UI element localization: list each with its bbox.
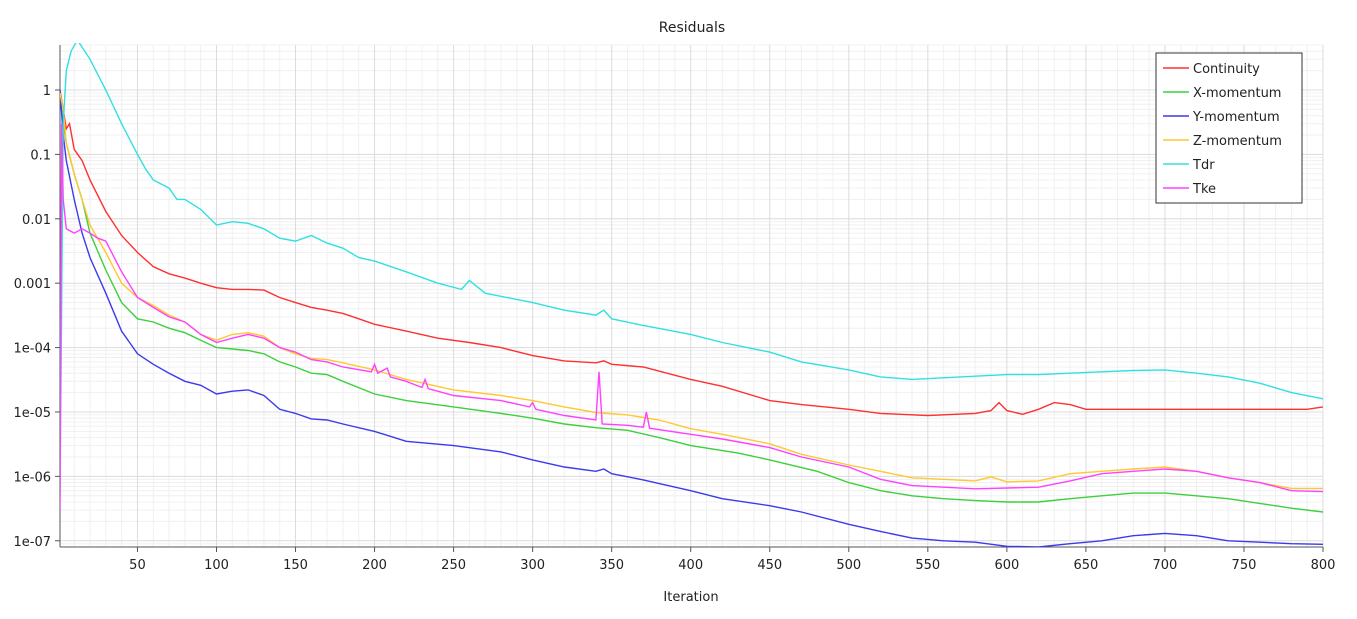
grid-layer <box>60 44 1324 548</box>
x-axis-label: Iteration <box>663 590 718 605</box>
x-tick-label: 300 <box>520 558 545 573</box>
y-tick-label: 1 <box>43 84 51 99</box>
x-tick-label: 600 <box>994 558 1019 573</box>
x-tick-label: 500 <box>836 558 861 573</box>
series-layer <box>60 43 1323 547</box>
x-tick-label: 400 <box>678 558 703 573</box>
x-tick-label: 100 <box>204 558 229 573</box>
legend: Continuity X-momentum Y-momentum Z-momentum… <box>1155 52 1303 204</box>
y-tick-label: 1e-04 <box>13 342 51 357</box>
y-tick-label: 0.01 <box>22 213 51 228</box>
series-line-tdr <box>60 43 1323 496</box>
x-tick-label: 550 <box>915 558 940 573</box>
legend-label-z-momentum: Z-momentum <box>1193 134 1282 149</box>
chart-title: Residuals <box>659 20 725 36</box>
series-line-continuity <box>60 89 1323 417</box>
y-tick-label: 0.1 <box>30 148 51 163</box>
series-line-z-momentum <box>60 92 1323 490</box>
x-tick-label: 150 <box>283 558 308 573</box>
x-tick-label: 200 <box>362 558 387 573</box>
y-tick-label: 1e-07 <box>13 535 51 550</box>
x-tick-label: 800 <box>1311 558 1336 573</box>
legend-label-tke: Tke <box>1192 182 1216 197</box>
series-line-tke <box>60 123 1323 511</box>
y-tick-label: 0.001 <box>14 277 51 292</box>
x-tick-label: 250 <box>441 558 466 573</box>
y-tick-label: 1e-05 <box>13 406 51 421</box>
legend-label-y-momentum: Y-momentum <box>1192 110 1280 125</box>
y-tick-label: 1e-06 <box>13 470 51 485</box>
x-tick-label: 750 <box>1232 558 1257 573</box>
x-tick-label: 50 <box>129 558 146 573</box>
legend-label-tdr: Tdr <box>1192 158 1215 173</box>
x-tick-label: 650 <box>1073 558 1098 573</box>
series-line-y-momentum <box>60 89 1323 547</box>
legend-box <box>1155 52 1303 204</box>
legend-label-x-momentum: X-momentum <box>1193 86 1281 101</box>
x-tick-label: 700 <box>1153 558 1178 573</box>
series-line-x-momentum <box>60 96 1323 513</box>
x-tick-label: 450 <box>757 558 782 573</box>
legend-label-continuity: Continuity <box>1193 62 1260 77</box>
x-tick-label: 350 <box>599 558 624 573</box>
